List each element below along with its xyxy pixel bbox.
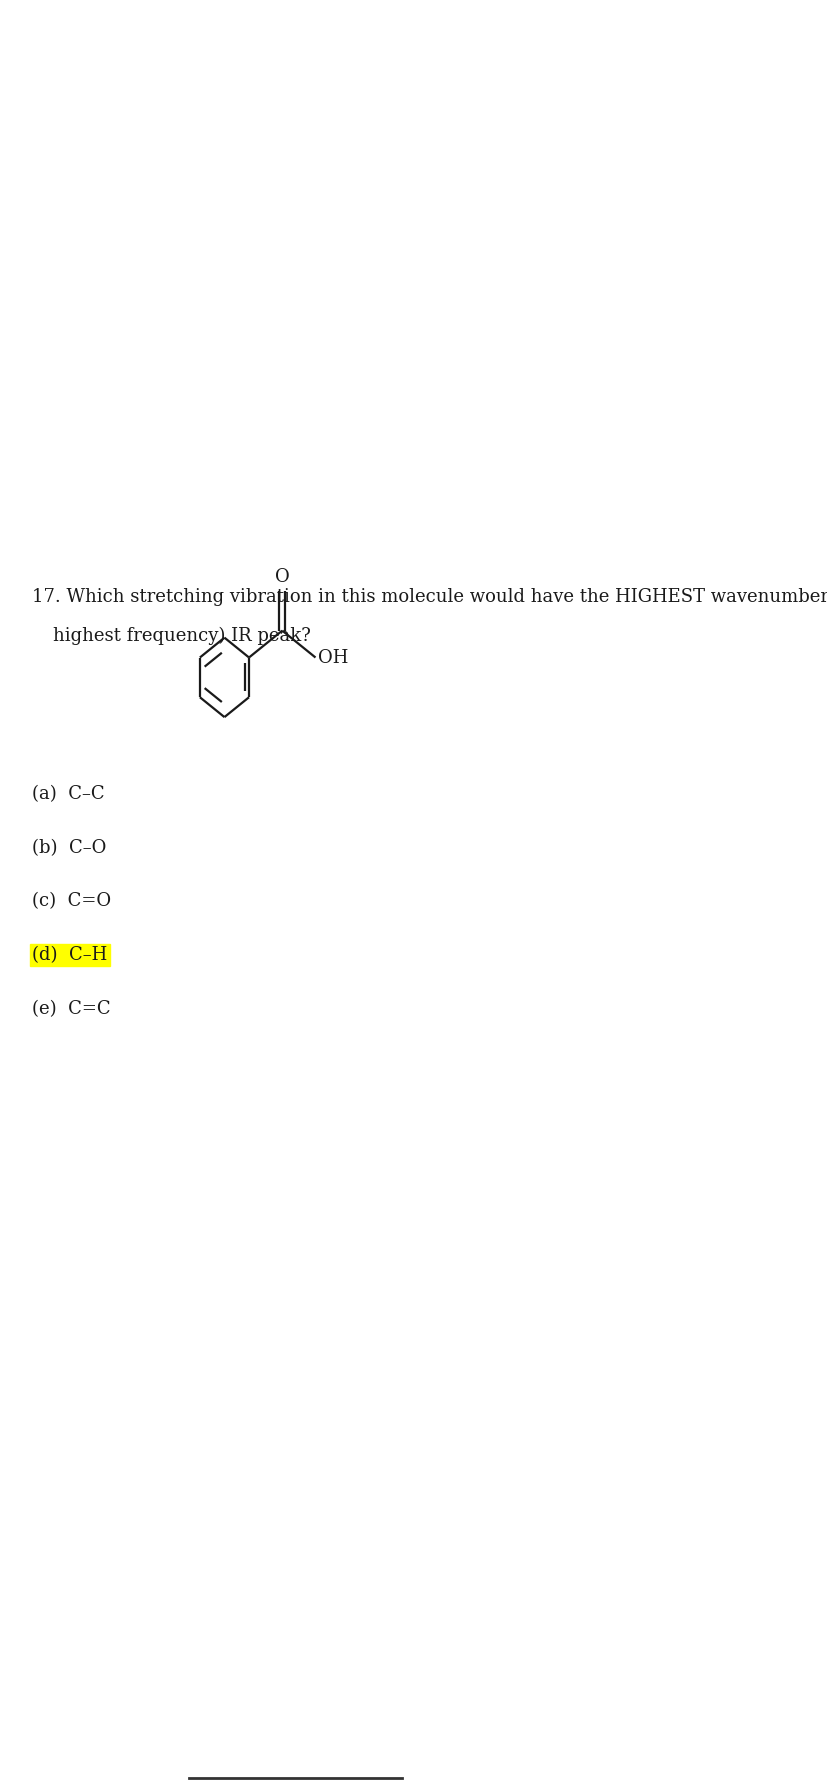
Text: O: O [275, 568, 289, 586]
Text: (c)  C=O: (c) C=O [32, 892, 112, 910]
Text: (e)  C=C: (e) C=C [32, 1000, 111, 1018]
Text: 17. Which stretching vibration in this molecule would have the HIGHEST wavenumbe: 17. Which stretching vibration in this m… [32, 588, 827, 606]
Text: (b)  C–O: (b) C–O [32, 839, 107, 857]
Text: (a)  C–C: (a) C–C [32, 785, 105, 803]
Text: OH: OH [318, 649, 348, 667]
Text: (d)  C–H: (d) C–H [32, 946, 108, 964]
Text: highest frequency) IR peak?: highest frequency) IR peak? [53, 627, 311, 645]
